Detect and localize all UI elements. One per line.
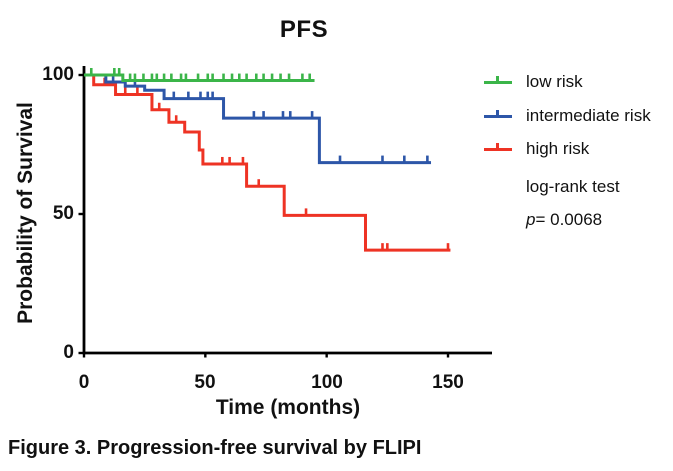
p-value: = 0.0068 xyxy=(535,210,603,229)
x-tick-label-100: 100 xyxy=(311,372,343,393)
stats-test-label: log-rank test xyxy=(526,177,620,196)
x-tick-label-0: 0 xyxy=(78,372,90,393)
y-tick-label-50: 50 xyxy=(52,203,74,224)
legend-item-high-risk: high risk xyxy=(484,139,589,159)
x-tick-label-150: 150 xyxy=(432,372,464,393)
legend-marker-high-risk-icon xyxy=(484,143,512,155)
y-tick-label-100: 100 xyxy=(42,64,74,85)
legend-item-low-risk: low risk xyxy=(484,72,583,92)
legend-label-high-risk: high risk xyxy=(526,139,590,158)
legend-marker-intermediate-risk-icon xyxy=(484,110,512,122)
p-value-text: p= 0.0068 xyxy=(526,210,602,230)
chart-title: PFS xyxy=(279,16,329,43)
legend-label-low-risk: low risk xyxy=(526,72,583,91)
x-tick-label-50: 50 xyxy=(194,372,216,393)
legend-label-intermediate-risk: intermediate risk xyxy=(526,106,651,125)
p-symbol: p xyxy=(526,210,536,229)
y-tick-label-0: 0 xyxy=(63,342,74,363)
legend-item-intermediate-risk: intermediate risk xyxy=(484,106,651,126)
legend-marker-low-risk-icon xyxy=(484,76,512,88)
figure-caption: Figure 3. Progression-free survival by F… xyxy=(8,437,422,459)
x-axis-label: Time (months) xyxy=(215,396,361,419)
